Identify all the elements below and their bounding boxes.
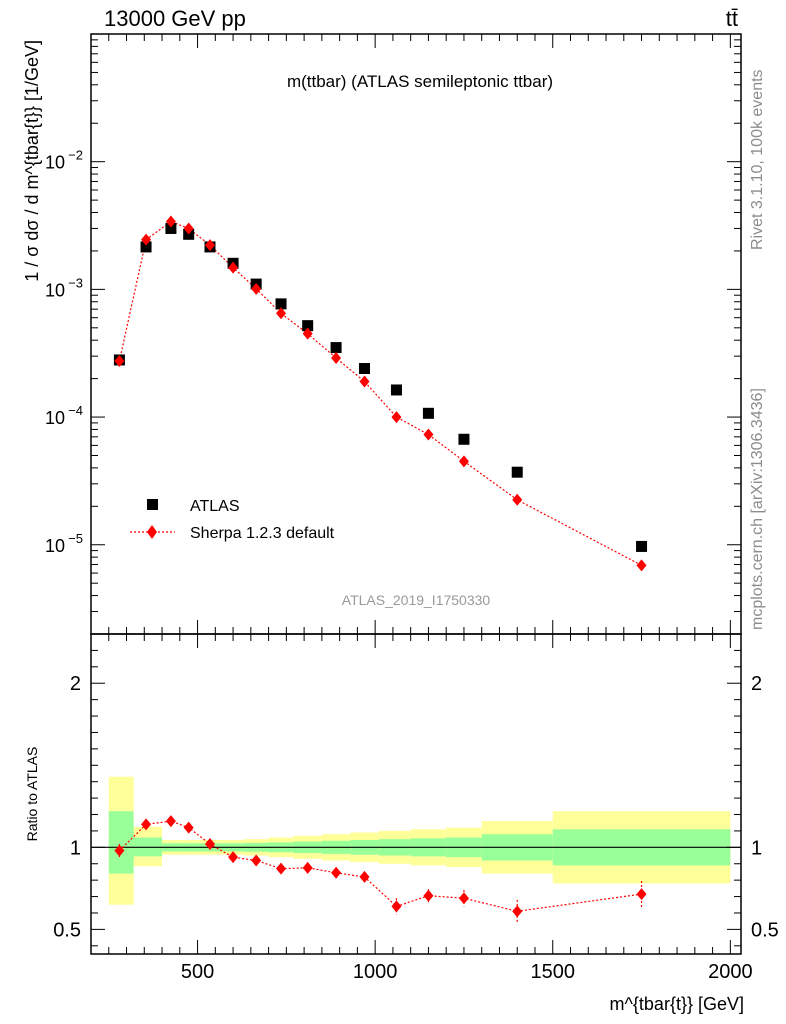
ratio-panel: 0.5 0.5 1 1 2 2 500 1000 1500 2000 Ratio to ATLAS… <box>24 633 779 1014</box>
ratio-ylabel: Ratio to ATLAS <box>24 747 40 842</box>
ratio-ytick-label: 2 <box>70 673 81 695</box>
sherpa-point <box>423 428 434 441</box>
sherpa-point <box>302 327 313 340</box>
ratio-sherpa-point <box>276 862 287 875</box>
ratio-sherpa-point <box>228 851 239 864</box>
sherpa-point <box>636 559 647 572</box>
sherpa-point <box>331 352 342 365</box>
sherpa-line <box>118 220 642 566</box>
legend-atlas-label: ATLAS <box>190 498 240 515</box>
sherpa-point <box>165 215 176 228</box>
atlas-point <box>330 342 342 354</box>
ratio-data-marks <box>114 815 647 923</box>
ratio-sherpa-point <box>141 818 152 831</box>
atlas-point <box>302 320 314 332</box>
sherpa-point <box>359 375 370 388</box>
legend-sherpa-label: Sherpa 1.2.3 default <box>190 525 335 542</box>
atlas-point <box>275 298 287 310</box>
ratio-sherpa-point <box>251 854 262 867</box>
ratio-sherpa-point <box>512 905 523 918</box>
ratio-ytick-label: 1 <box>70 837 81 859</box>
ratio-sherpa-point <box>636 888 647 901</box>
ratio-ytick-label-right: 1 <box>751 837 762 859</box>
main-ytick-exponent: −3 <box>68 275 83 290</box>
source-label: mcplots.cern.ch [arXiv:1306.3436] <box>749 388 766 630</box>
ratio-xlabel: m^{tbar{t}} [GeV] <box>609 994 744 1014</box>
atlas-point <box>458 433 470 445</box>
header-left: 13000 GeV pp <box>104 6 246 31</box>
ratio-sherpa-line <box>118 820 642 912</box>
sherpa-point <box>183 222 194 235</box>
ratio-band-green <box>108 811 134 874</box>
atlas-point <box>390 384 402 396</box>
rivet-version-label: Rivet 3.1.10, 100k events <box>749 69 766 250</box>
main-data-marks <box>113 215 648 572</box>
sherpa-point <box>251 282 262 295</box>
main-panel: 10−510−410−310−2 m(ttbar) (ATLAS semilep… <box>22 33 742 635</box>
ratio-sherpa-point <box>183 821 194 834</box>
legend-sherpa-marker <box>147 525 157 539</box>
atlas-point <box>358 363 370 375</box>
ratio-sherpa-point <box>458 892 469 905</box>
sherpa-point <box>114 354 125 367</box>
atlas-point <box>165 222 177 234</box>
ratio-sherpa-point <box>204 838 215 851</box>
sherpa-point <box>458 455 469 468</box>
ratio-sherpa-point <box>165 815 176 828</box>
sherpa-point <box>228 261 239 274</box>
sherpa-point <box>141 233 152 246</box>
ratio-xtick-label: 1500 <box>530 961 575 983</box>
ratio-sherpa-point <box>114 844 125 857</box>
main-ytick-label: 10 <box>45 153 65 173</box>
ratio-sherpa-point <box>391 900 402 913</box>
ratio-xtick-label: 500 <box>181 961 214 983</box>
ratio-ytick-label-right: 0.5 <box>751 919 779 941</box>
main-ytick-label: 10 <box>45 280 65 300</box>
ratio-ytick-label: 0.5 <box>53 919 81 941</box>
sherpa-point <box>276 307 287 320</box>
sherpa-point <box>512 493 523 506</box>
main-ytick-exponent: −4 <box>68 403 83 418</box>
ratio-ytick-label-right: 2 <box>751 673 762 695</box>
ratio-frame <box>90 633 742 955</box>
header-right: tt̄ <box>726 6 738 31</box>
atlas-point <box>422 407 434 419</box>
main-ytick-exponent: −5 <box>68 531 83 546</box>
ratio-sherpa-point <box>302 861 313 874</box>
ratio-sherpa-point <box>423 889 434 902</box>
main-ytick-label: 10 <box>45 536 65 556</box>
analysis-id-label: ATLAS_2019_I1750330 <box>342 592 491 608</box>
ratio-sherpa-point <box>331 866 342 879</box>
sherpa-point <box>204 239 215 252</box>
main-axis-ticks: 10−510−410−310−2 <box>45 33 741 635</box>
atlas-point <box>511 466 523 478</box>
ratio-xtick-label: 1000 <box>353 961 398 983</box>
legend: ATLAS Sherpa 1.2.3 default <box>130 498 335 542</box>
main-ytick-exponent: −2 <box>68 148 83 163</box>
sherpa-point <box>391 411 402 424</box>
ratio-axis-ticks: 0.5 0.5 1 1 2 2 500 1000 1500 2000 <box>53 634 779 983</box>
atlas-point <box>636 540 648 552</box>
atlas-point <box>140 241 152 253</box>
ratio-xtick-label: 2000 <box>708 961 753 983</box>
ratio-sherpa-point <box>359 870 370 883</box>
ratio-bands <box>91 776 741 905</box>
main-ylabel: 1 / σ dσ / d m^{tbar{t}} [1/GeV] <box>22 40 42 282</box>
main-ytick-label: 10 <box>45 408 65 428</box>
main-title: m(ttbar) (ATLAS semileptonic ttbar) <box>287 72 553 91</box>
legend-atlas-marker <box>147 499 158 510</box>
